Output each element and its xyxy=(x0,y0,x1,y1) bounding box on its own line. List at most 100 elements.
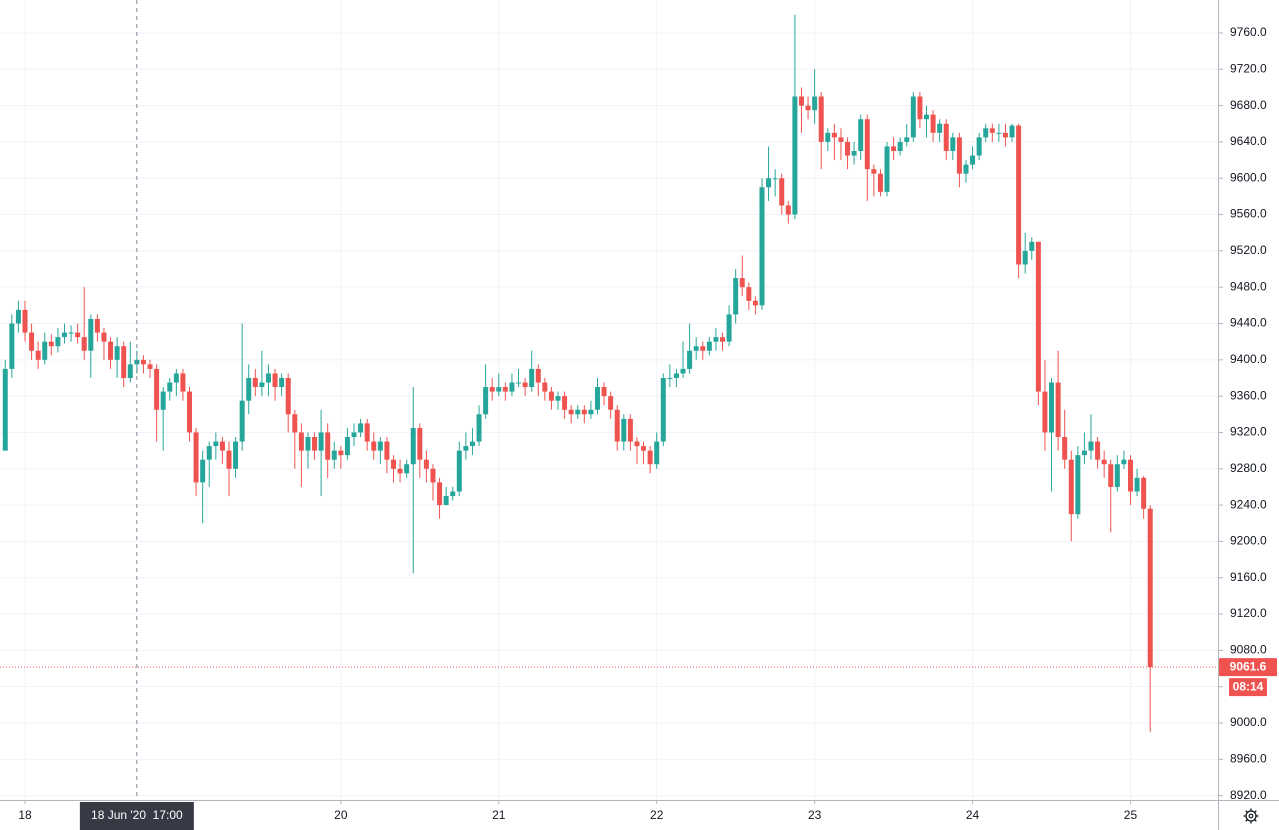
candle-body xyxy=(147,364,153,369)
candle-body xyxy=(654,441,660,465)
candle-body xyxy=(121,346,127,378)
y-tick-label: 9360.0 xyxy=(1230,388,1267,402)
candle-body xyxy=(29,332,35,351)
y-tick-label: 9400.0 xyxy=(1230,352,1267,366)
candle-body xyxy=(239,400,245,442)
y-tick-label: 9760.0 xyxy=(1230,25,1267,39)
candle-body xyxy=(739,278,745,288)
candle-body xyxy=(246,377,252,401)
candle-body xyxy=(351,432,357,437)
candle-body xyxy=(318,432,324,451)
candle-body xyxy=(1141,477,1147,509)
candle-body xyxy=(476,414,482,442)
candle-body xyxy=(726,314,732,342)
candle-body xyxy=(285,377,291,415)
candle-body xyxy=(469,441,475,447)
candle-body xyxy=(15,309,21,324)
candle-body xyxy=(785,205,791,215)
candle-body xyxy=(923,114,929,120)
candle-body xyxy=(390,459,396,469)
candle-body xyxy=(700,346,706,351)
candle-body xyxy=(581,409,587,415)
candles xyxy=(2,14,1153,733)
candle-body xyxy=(417,427,423,460)
candle-body xyxy=(180,373,186,392)
candle-body xyxy=(219,441,225,451)
candle-body xyxy=(1009,125,1015,138)
candle-body xyxy=(798,96,804,106)
candle-body xyxy=(108,341,114,360)
x-tick-label: 21 xyxy=(492,808,506,822)
candle-body xyxy=(970,155,976,165)
candle-body xyxy=(871,169,877,174)
candle-body xyxy=(1095,441,1101,460)
candle-body xyxy=(943,123,949,151)
candle-body xyxy=(292,414,298,433)
candle-body xyxy=(627,418,633,442)
y-tick-label: 9520.0 xyxy=(1230,243,1267,257)
candle-body xyxy=(687,350,693,369)
candle-body xyxy=(298,432,304,451)
candle-body xyxy=(154,368,160,410)
candle-body xyxy=(410,427,416,465)
candle-body xyxy=(404,464,410,474)
candle-body xyxy=(1127,459,1133,492)
candle-body xyxy=(680,368,686,374)
candle-body xyxy=(338,450,344,456)
candle-body xyxy=(752,300,758,306)
candle-body xyxy=(660,377,666,442)
settings-button[interactable] xyxy=(1243,808,1259,824)
candle-body xyxy=(897,141,903,151)
candle-body xyxy=(1068,459,1074,515)
candle-body xyxy=(976,137,982,156)
candle-body xyxy=(562,396,568,410)
candle-body xyxy=(200,459,206,483)
candle-body xyxy=(1062,436,1068,460)
candle-body xyxy=(358,423,364,433)
y-tick-label: 9800.0 xyxy=(1230,0,1267,3)
candle-body xyxy=(930,114,936,133)
candle-body xyxy=(667,377,673,379)
candle-body xyxy=(851,150,857,156)
x-tick-label: 24 xyxy=(966,808,980,822)
candle-body xyxy=(61,332,67,338)
candle-body xyxy=(621,418,627,442)
candle-body xyxy=(1035,241,1041,392)
candle-body xyxy=(94,318,100,333)
y-tick-label: 9240.0 xyxy=(1230,497,1267,511)
candle-body xyxy=(213,441,219,447)
candle-body xyxy=(101,332,107,342)
candle-body xyxy=(608,396,614,410)
candle-body xyxy=(548,391,554,401)
candle-body xyxy=(2,368,8,451)
x-tick-label: 22 xyxy=(650,808,664,822)
gear-teeth xyxy=(1243,808,1259,824)
candle-body xyxy=(996,132,1002,134)
candle-body xyxy=(693,346,699,351)
last-price-box xyxy=(1219,658,1277,677)
candle-body xyxy=(1088,441,1094,451)
candle-body xyxy=(252,377,258,388)
candle-body xyxy=(397,468,403,474)
candle-body xyxy=(733,278,739,315)
candle-body xyxy=(812,96,818,111)
gear-hub xyxy=(1248,813,1254,819)
candle-body xyxy=(937,123,943,133)
candle-body xyxy=(904,137,910,142)
candle-body xyxy=(1147,508,1153,668)
candle-body xyxy=(634,441,640,447)
y-tick-label: 9440.0 xyxy=(1230,316,1267,330)
candle-body xyxy=(160,391,166,410)
candle-body xyxy=(614,409,620,442)
candle-body xyxy=(838,137,844,142)
candle-body xyxy=(522,382,528,388)
candle-body xyxy=(1081,450,1087,456)
candle-body xyxy=(489,387,495,392)
candle-body xyxy=(516,382,522,384)
candle-body xyxy=(456,450,462,492)
candle-body xyxy=(805,105,811,111)
candle-body xyxy=(437,482,443,506)
candle-body xyxy=(22,309,28,333)
candle-body xyxy=(325,432,331,460)
